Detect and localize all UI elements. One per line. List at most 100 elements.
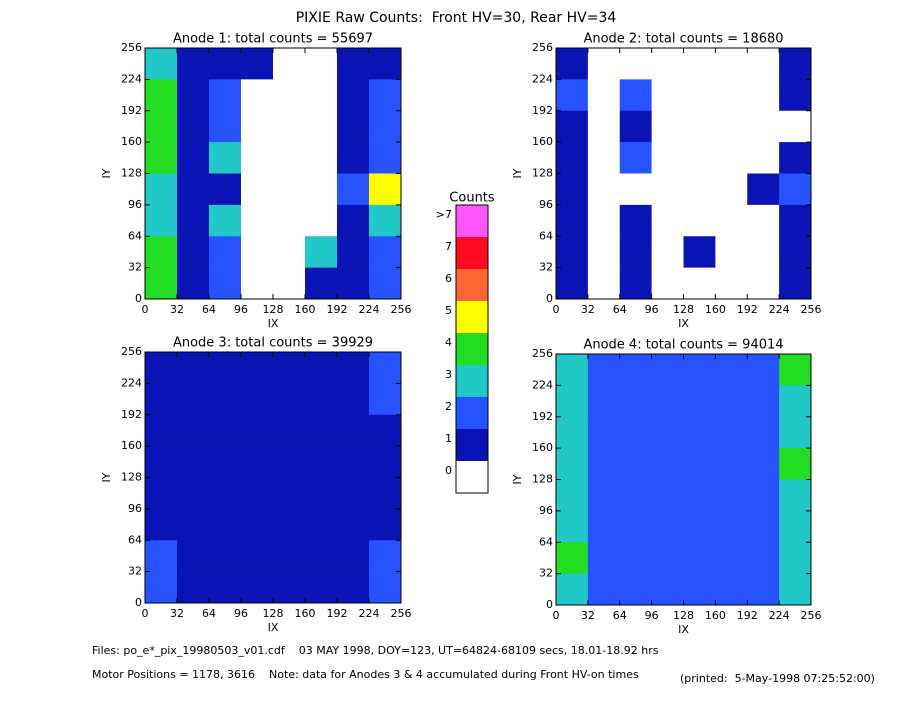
x-tick-label: 0 xyxy=(553,609,560,622)
y-tick-label: 0 xyxy=(546,292,553,305)
heatmap-cell xyxy=(273,79,306,112)
heatmap-cell xyxy=(556,79,589,112)
panel-title: Anode 1: total counts = 55697 xyxy=(173,32,373,47)
heatmap-cell xyxy=(779,542,812,574)
y-tick-label: 224 xyxy=(532,378,553,391)
heatmap-cell xyxy=(715,354,748,386)
heatmap-cell xyxy=(369,383,402,416)
heatmap-cell xyxy=(587,354,621,386)
x-axis-label: IX xyxy=(268,621,279,634)
x-tick-label: 160 xyxy=(705,609,726,622)
x-tick-label: 224 xyxy=(359,607,380,620)
y-tick-label: 224 xyxy=(121,376,142,389)
colorbar-cell xyxy=(456,301,488,333)
heatmap-cell xyxy=(683,267,716,300)
x-tick-label: 0 xyxy=(553,303,560,316)
colorbar-cell xyxy=(456,237,488,269)
heatmap-cell xyxy=(556,448,589,480)
heatmap-cell xyxy=(779,110,812,143)
y-tick-label: 192 xyxy=(121,104,142,117)
heatmap-cell xyxy=(241,79,274,112)
heatmap-cell xyxy=(779,448,812,480)
heatmap-cell xyxy=(209,142,242,174)
heatmap-cell xyxy=(715,79,748,112)
y-tick-label: 256 xyxy=(532,41,553,54)
heatmap-cell xyxy=(177,48,210,80)
y-axis-label: IY xyxy=(511,168,524,178)
y-tick-label: 96 xyxy=(539,198,553,211)
heatmap-cell xyxy=(715,236,748,268)
heatmap-cell xyxy=(556,204,589,237)
heatmap-cell xyxy=(619,142,652,174)
heatmap-cell xyxy=(651,142,684,174)
heatmap-cell xyxy=(683,110,716,143)
x-axis-label: IX xyxy=(678,623,689,636)
heatmap-cell xyxy=(747,204,780,237)
heatmap-cell xyxy=(273,267,306,300)
y-tick-label: 32 xyxy=(539,567,553,580)
x-tick-label: 128 xyxy=(263,607,284,620)
heatmap-cell xyxy=(556,173,589,206)
colorbar-label: 5 xyxy=(445,304,452,317)
x-tick-label: 128 xyxy=(673,303,694,316)
y-axis-label: IY xyxy=(100,168,113,178)
x-tick-label: 32 xyxy=(581,303,595,316)
heatmap-cell xyxy=(369,110,402,143)
heatmap-cell xyxy=(715,110,748,143)
x-axis-label: IX xyxy=(678,317,689,330)
heatmap-cell xyxy=(556,267,589,300)
heatmap-cell xyxy=(337,173,370,206)
y-tick-label: 64 xyxy=(539,229,553,242)
heatmap-cell xyxy=(587,416,621,449)
heatmap-cell xyxy=(651,510,684,543)
x-tick-label: 64 xyxy=(202,607,216,620)
heatmap-cell xyxy=(651,354,684,386)
heatmap-cell xyxy=(587,448,621,480)
heatmap-cell xyxy=(177,110,210,143)
heatmap-cell xyxy=(241,267,274,300)
heatmap-cell xyxy=(556,236,589,268)
heatmap-cell xyxy=(715,385,748,418)
heatmap-cell xyxy=(273,173,306,206)
heatmap-cell xyxy=(369,508,402,541)
x-tick-label: 256 xyxy=(801,609,822,622)
heatmap-cell xyxy=(369,540,402,572)
x-tick-label: 192 xyxy=(737,609,758,622)
colorbar-title: Counts xyxy=(449,191,495,206)
heatmap-cell xyxy=(651,385,684,418)
heatmap-cell xyxy=(209,352,242,384)
heatmap-cell xyxy=(241,48,274,80)
heatmap-cell xyxy=(587,479,621,512)
heatmap-cell xyxy=(683,510,716,543)
heatmap-cell xyxy=(779,142,812,174)
footer-motor: Motor Positions = 1178, 3616 Note: data … xyxy=(92,668,639,681)
heatmap-cell xyxy=(273,142,306,174)
heatmap-cell xyxy=(619,448,652,480)
heatmap-cell xyxy=(587,385,621,418)
heatmap-cell xyxy=(241,414,274,447)
heatmap-cell xyxy=(273,446,306,478)
heatmap-cell xyxy=(145,79,178,112)
heatmap-cell xyxy=(241,173,274,206)
heatmap-cell xyxy=(651,48,684,80)
y-tick-label: 64 xyxy=(128,229,142,242)
x-tick-label: 64 xyxy=(613,609,627,622)
panel-title: Anode 2: total counts = 18680 xyxy=(583,32,783,47)
heatmap-cell xyxy=(305,142,338,174)
heatmap-cell xyxy=(209,383,242,416)
heatmap-cell xyxy=(779,354,812,386)
x-tick-label: 160 xyxy=(295,607,316,620)
y-tick-label: 128 xyxy=(532,473,553,486)
heatmap-cell xyxy=(779,173,812,206)
colorbar-cell xyxy=(456,429,488,461)
heatmap-cell xyxy=(619,354,652,386)
x-tick-label: 224 xyxy=(769,609,790,622)
heatmap-cell xyxy=(651,204,684,237)
heatmap-cell xyxy=(241,477,274,510)
heatmap-cell xyxy=(651,173,684,206)
heatmap-cell xyxy=(556,416,589,449)
heatmap-cell xyxy=(177,383,210,416)
heatmap-cell xyxy=(747,416,780,449)
heatmap-cell xyxy=(369,236,402,268)
heatmap-cell xyxy=(273,48,306,80)
